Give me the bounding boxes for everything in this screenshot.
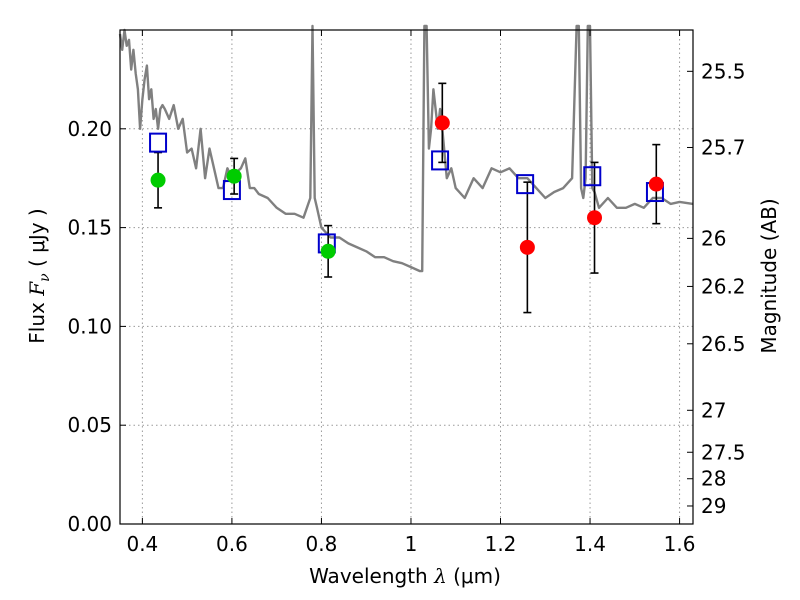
x-tick-label: 0.6 <box>216 532 248 556</box>
photometry-point <box>587 210 603 226</box>
x-tick-label: 1.4 <box>574 532 606 556</box>
y-axis-label: Flux Fν ( μJy ) <box>25 208 53 343</box>
x-tick-label: 1 <box>405 532 418 556</box>
photometry-point <box>648 176 664 192</box>
photometry-point <box>519 239 535 255</box>
x-axis-label: Wavelength λ (μm) <box>309 564 501 588</box>
magnitude-tick-label: 27 <box>701 398 726 422</box>
model-square-marker <box>583 166 602 187</box>
model-spectrum-line <box>118 24 694 273</box>
y-tick-label: 0.20 <box>67 117 112 141</box>
x-tick-label: 0.4 <box>126 532 158 556</box>
magnitude-axis-label: Magnitude (AB) <box>757 198 781 353</box>
magnitude-tick-label: 28 <box>701 467 726 491</box>
plot-frame <box>119 29 694 525</box>
x-tick-label: 0.8 <box>306 532 338 556</box>
spectrum-line <box>118 24 694 273</box>
magnitude-axis-ticks: 25.5 25.7 26 26.2 26.5 27 27.5 28 29 <box>687 59 746 518</box>
y-axis-ticks: 0.00 0.05 0.10 0.15 0.20 <box>67 117 126 536</box>
magnitude-tick-label: 26.5 <box>701 332 746 356</box>
photometry-point <box>434 115 450 131</box>
magnitude-tick-label: 27.5 <box>701 440 746 464</box>
grid <box>120 30 693 525</box>
magnitude-tick-label: 26 <box>701 226 726 250</box>
x-axis-ticks: 0.4 0.6 0.8 1 1.2 1.4 1.6 <box>126 30 695 556</box>
magnitude-tick-label: 29 <box>701 494 726 518</box>
y-tick-label: 0.00 <box>67 512 112 536</box>
magnitude-tick-label: 25.7 <box>701 135 746 159</box>
y-tick-label: 0.10 <box>67 314 112 338</box>
x-tick-label: 1.2 <box>485 532 517 556</box>
y-tick-label: 0.15 <box>67 216 112 240</box>
y-tick-label: 0.05 <box>67 413 112 437</box>
photometry-point <box>150 172 166 188</box>
model-square-marker <box>149 132 168 153</box>
data-markers <box>149 115 664 259</box>
magnitude-tick-label: 25.5 <box>701 59 746 83</box>
photometry-point <box>320 243 336 259</box>
magnitude-tick-label: 26.2 <box>701 274 746 298</box>
x-tick-label: 1.6 <box>664 532 696 556</box>
model-square-marker <box>431 150 450 171</box>
photometry-point <box>226 168 242 184</box>
model-square-marker <box>516 174 535 195</box>
